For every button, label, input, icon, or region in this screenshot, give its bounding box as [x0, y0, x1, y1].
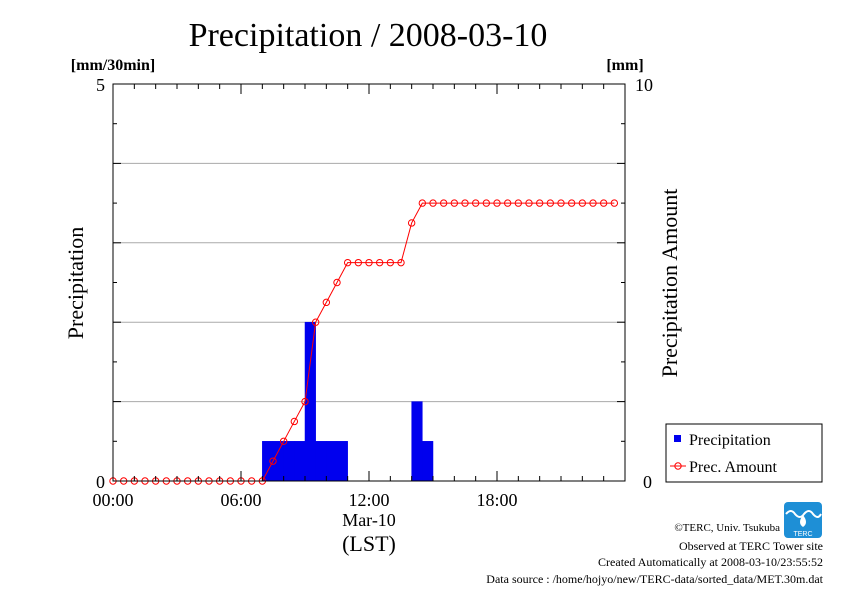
x-timezone-label: (LST): [342, 531, 396, 556]
x-date-label: Mar-10: [342, 510, 396, 530]
prec-amount-point: [365, 258, 373, 267]
prec-amount-point: [375, 258, 384, 267]
left-axis-unit: [mm/30min]: [71, 57, 155, 74]
terc-logo: TERC: [784, 502, 822, 538]
precipitation-bar: [326, 441, 338, 482]
prec-amount-point: [450, 199, 459, 207]
prec-amount-point: [322, 298, 331, 307]
prec-amount-point: [311, 318, 320, 326]
precipitation-bar: [422, 441, 434, 482]
prec-amount-point: [397, 258, 405, 267]
credit-created: Created Automatically at 2008-03-10/23:5…: [598, 555, 823, 569]
prec-amount-point: [578, 199, 587, 207]
axis-ticks: [112, 83, 626, 482]
prec-amount-point: [503, 199, 512, 207]
prec-amount-point: [301, 397, 309, 406]
legend-label-prec-amount: Prec. Amount: [689, 459, 778, 476]
prec-amount-point: [386, 258, 395, 267]
logo-wave: [785, 510, 822, 518]
prec-amount-point: [439, 199, 448, 207]
prec-amount-point: [482, 199, 491, 207]
prec-amount-point: [461, 199, 469, 207]
right-axis-unit: [mm]: [606, 57, 643, 74]
precipitation-bar: [294, 441, 306, 482]
left-axis-label: Precipitation: [63, 227, 88, 339]
prec-amount-point: [407, 219, 416, 227]
prec-amount-point: [471, 199, 480, 207]
prec-amount-point: [333, 278, 341, 287]
legend-label-precipitation: Precipitation: [689, 432, 771, 449]
right-axis-label: Precipitation Amount: [657, 189, 682, 378]
right-tick-label-min: 0: [643, 472, 652, 492]
prec-amount-point: [269, 457, 277, 465]
legend-box: [665, 423, 823, 483]
precipitation-bar: [315, 441, 327, 482]
grid-lines: [113, 162, 625, 403]
prec-amount-point: [599, 199, 608, 207]
precipitation-bar: [304, 321, 316, 482]
prec-amount-point: [546, 199, 555, 207]
prec-amount-point: [535, 199, 544, 207]
precipitation-bar: [272, 441, 284, 482]
precipitation-bar: [336, 441, 348, 482]
x-tick-label-0600: 06:00: [220, 490, 261, 510]
right-tick-label-max: 10: [635, 75, 653, 95]
prec-amount-point: [567, 199, 576, 207]
left-tick-label-max: 5: [96, 75, 105, 95]
prec-amount-line: [113, 202, 615, 482]
logo-drop: [800, 515, 806, 527]
precipitation-bar: [411, 401, 423, 482]
legend-swatch-prec-amount-marker: [674, 462, 682, 470]
legend-swatch-precipitation: [674, 435, 681, 442]
prec-amount-point: [290, 417, 299, 426]
x-tick-label-1800: 18:00: [476, 490, 517, 510]
prec-amount-point: [343, 258, 352, 267]
prec-amount-point: [429, 199, 437, 207]
x-tick-label-0000: 00:00: [92, 490, 133, 510]
prec-amount-point: [525, 199, 533, 207]
prec-amount-point: [418, 199, 427, 207]
legend: Precipitation Prec. Amount: [665, 423, 823, 483]
left-tick-label-min: 0: [96, 472, 105, 492]
prec-amount-point: [557, 199, 565, 207]
chart-title: Precipitation / 2008-03-10: [189, 17, 548, 54]
prec-amount-point: [610, 199, 619, 207]
credit-copyright: ©TERC, Univ. Tsukuba: [674, 522, 780, 534]
prec-amount-point: [279, 437, 288, 445]
credit-observed: Observed at TERC Tower site: [679, 539, 823, 553]
prec-amount-point: [589, 199, 597, 207]
x-tick-label-1200: 12:00: [348, 490, 389, 510]
precipitation-bar: [283, 441, 295, 482]
prec-amount-point: [493, 199, 501, 207]
logo-text: TERC: [793, 531, 812, 538]
precipitation-bar: [262, 441, 274, 482]
prec-amount-point: [354, 258, 363, 267]
plot-frame: [112, 83, 626, 482]
prec-amount-point: [514, 199, 523, 207]
credit-source: Data source : /home/hojyo/new/TERC-data/…: [486, 572, 823, 586]
